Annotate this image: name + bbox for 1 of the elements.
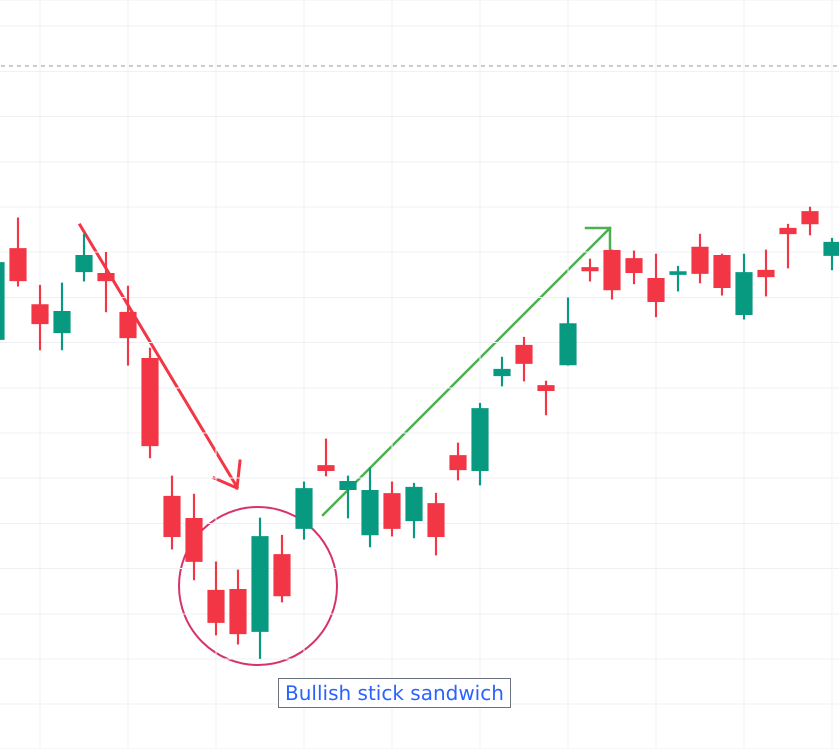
text: Bullish stick sandwich bbox=[278, 678, 511, 708]
